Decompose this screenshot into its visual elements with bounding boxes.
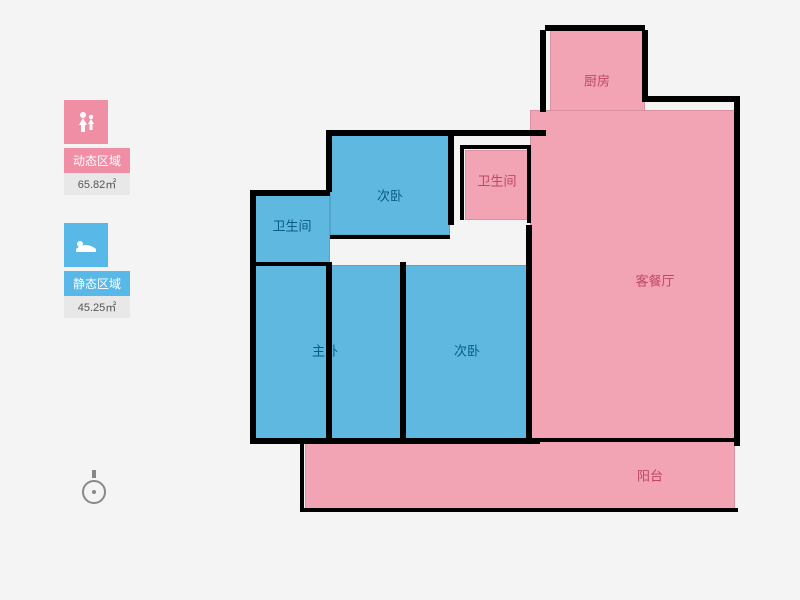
sleep-icon xyxy=(73,235,99,255)
wall-segment xyxy=(527,145,531,223)
legend-dynamic: 动态区域 65.82㎡ xyxy=(64,100,130,195)
wall-segment xyxy=(300,442,304,510)
wall-segment xyxy=(330,235,450,239)
wall-segment xyxy=(300,508,738,512)
wall-segment xyxy=(326,130,332,192)
room-label-livingdine: 客餐厅 xyxy=(635,271,674,290)
wall-segment xyxy=(734,96,740,446)
wall-segment xyxy=(250,438,540,444)
wall-segment xyxy=(642,96,740,102)
wall-segment xyxy=(540,30,546,112)
wall-segment xyxy=(250,262,330,266)
wall-segment xyxy=(400,262,406,442)
static-zone-icon xyxy=(64,223,108,267)
wall-segment xyxy=(460,145,530,149)
room-label-bath1: 卫生间 xyxy=(272,216,311,235)
wall-segment xyxy=(448,130,454,225)
room-label-balcony: 阳台 xyxy=(637,466,663,485)
room-balcony xyxy=(305,440,735,510)
static-zone-value: 45.25㎡ xyxy=(64,296,130,318)
wall-segment xyxy=(545,25,645,31)
legend-static: 静态区域 45.25㎡ xyxy=(64,223,130,318)
room-livingdine xyxy=(530,110,735,440)
dynamic-zone-label: 动态区域 xyxy=(64,148,130,173)
wall-segment xyxy=(326,262,332,442)
static-zone-label: 静态区域 xyxy=(64,271,130,296)
room-label-bed2b: 次卧 xyxy=(454,341,480,360)
room-label-bed2a: 次卧 xyxy=(377,186,403,205)
wall-segment xyxy=(526,225,532,443)
dynamic-zone-value: 65.82㎡ xyxy=(64,173,130,195)
room-label-master: 主卧 xyxy=(312,341,338,360)
wall-segment xyxy=(326,130,546,136)
legend-panel: 动态区域 65.82㎡ 静态区域 45.25㎡ xyxy=(64,100,130,346)
room-label-bath2: 卫生间 xyxy=(477,171,516,190)
floorplan-canvas: 厨房客餐厅卫生间阳台次卧卫生间主卧次卧 xyxy=(230,30,760,560)
wall-segment xyxy=(532,438,738,442)
dynamic-zone-icon xyxy=(64,100,108,144)
room-label-kitchen: 厨房 xyxy=(584,71,610,90)
wall-segment xyxy=(250,190,330,196)
compass-icon xyxy=(80,470,108,506)
people-icon xyxy=(73,109,99,135)
wall-segment xyxy=(460,145,464,220)
wall-segment xyxy=(642,30,648,100)
wall-segment xyxy=(250,190,256,442)
